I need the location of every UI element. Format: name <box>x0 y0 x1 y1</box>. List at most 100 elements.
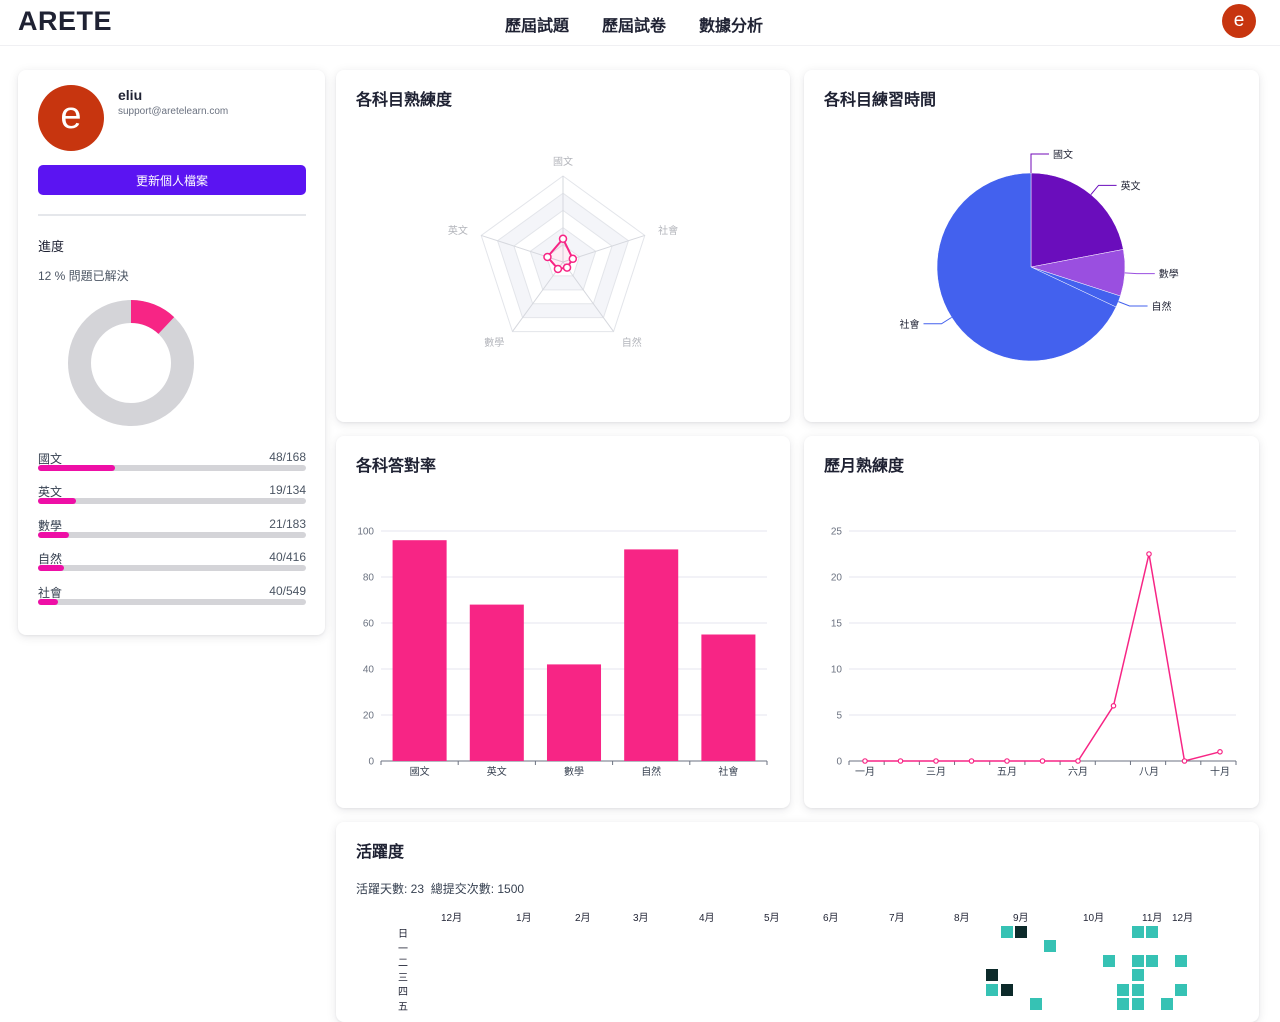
subject-progress-row: 自然 40/416 <box>38 550 306 580</box>
heatmap-cell <box>1161 998 1173 1010</box>
main-nav: 歷屆試題 歷屆試卷 數據分析 <box>505 12 763 36</box>
subject-progress-row: 數學 21/183 <box>38 517 306 547</box>
line-x-tick-label: 八月 <box>1139 766 1159 778</box>
bar-chart[interactable]: 0 20 40 60 80 100 國文 英文 數學 自然 社會 <box>336 436 790 808</box>
top-navbar: ARETE 歷屆試題 歷屆試卷 數據分析 e <box>0 0 1280 46</box>
subject-count: 40/549 <box>269 584 306 598</box>
line-point <box>1075 758 1081 764</box>
progress-title: 進度 <box>38 239 65 254</box>
heatmap-cell <box>1132 998 1144 1010</box>
bar <box>546 664 602 761</box>
radar-point <box>553 264 563 274</box>
heatmap-weekday-label: 三 <box>398 973 408 984</box>
bar-x-tick-label: 自然 <box>641 765 661 778</box>
radar-chart-card: 各科目熟練度 國文 社會 自然 數學 英文 <box>336 70 790 422</box>
line-chart[interactable]: 0 5 10 15 20 25 一月 三月 五月 六月 八月 十月 <box>804 436 1259 808</box>
line-point <box>1039 758 1046 764</box>
heatmap-month-label: 12月 <box>1172 913 1194 924</box>
line-point <box>897 758 904 764</box>
heatmap-cell <box>1146 955 1158 967</box>
heatmap-cell <box>1030 998 1042 1010</box>
subject-count: 19/134 <box>269 483 306 497</box>
app-logo[interactable]: ARETE <box>18 6 113 36</box>
bar-y-tick-label: 40 <box>363 665 375 676</box>
heatmap-cell <box>1132 984 1144 996</box>
update-profile-button[interactable]: 更新個人檔案 <box>38 165 306 195</box>
heatmap-weekday-label: 四 <box>398 987 408 998</box>
bar-x-tick-label: 數學 <box>564 765 584 778</box>
radar-indicator-label: 數學 <box>484 336 504 349</box>
heatmap-cell <box>1103 955 1115 967</box>
line-x-tick-label: 三月 <box>926 766 946 778</box>
donut-solved-arc <box>68 300 194 426</box>
bar-y-tick-label: 20 <box>363 711 375 722</box>
subject-count: 40/416 <box>269 550 306 564</box>
pie-label: 國文 <box>1053 148 1073 161</box>
activity-summary: 活躍天數: 23 總提交次數: 1500 <box>356 880 524 897</box>
nav-data-analysis[interactable]: 數據分析 <box>699 18 764 35</box>
subject-progress-fill <box>38 565 64 571</box>
subject-progress-row: 社會 40/549 <box>38 584 306 614</box>
subject-name: 英文 <box>38 485 63 499</box>
user-avatar-menu[interactable]: e <box>1222 4 1256 38</box>
heatmap-cell <box>1132 969 1144 981</box>
radar-indicator-label: 自然 <box>622 336 642 349</box>
total-submissions-count: 總提交次數: 1500 <box>430 882 525 896</box>
line-point <box>1181 758 1188 764</box>
radar-indicator-label: 社會 <box>658 224 678 237</box>
chart-title: 歷月熟練度 <box>824 458 905 475</box>
line-y-tick-label: 20 <box>831 573 843 584</box>
heatmap-month-label: 5月 <box>764 913 780 924</box>
heatmap-weekday-label: 一 <box>398 944 408 955</box>
pie-label: 英文 <box>1121 179 1141 192</box>
heatmap-month-label: 8月 <box>954 913 970 924</box>
pie-label: 數學 <box>1159 268 1179 281</box>
subject-progress-fill <box>38 498 77 504</box>
heatmap-cell <box>1044 940 1056 952</box>
heatmap-cell <box>1117 984 1129 996</box>
heatmap-cell <box>1001 926 1013 938</box>
pie-label-line <box>923 316 952 325</box>
bar-x-tick-label: 國文 <box>410 765 430 778</box>
heatmap-month-label: 7月 <box>889 913 905 924</box>
subject-name: 自然 <box>38 552 63 566</box>
radar-point <box>543 252 552 262</box>
pie-slice <box>1030 172 1124 268</box>
subject-progress-row: 英文 19/134 <box>38 483 306 513</box>
line-point <box>1217 748 1223 755</box>
subject-progress-row: 國文 48/168 <box>38 450 306 480</box>
subject-progress-track <box>38 498 306 504</box>
heatmap-month-label: 1月 <box>516 913 532 924</box>
heatmap-cell <box>1132 955 1144 967</box>
line-series <box>865 553 1221 762</box>
bar-y-tick-label: 80 <box>363 573 375 584</box>
heatmap-month-label: 4月 <box>699 913 715 924</box>
heatmap-month-label: 9月 <box>1013 913 1029 924</box>
bar <box>469 604 524 761</box>
subject-progress-track <box>38 565 306 571</box>
heatmap-month-label: 6月 <box>823 913 839 924</box>
line-point <box>1004 758 1010 764</box>
line-point <box>862 758 868 764</box>
profile-card: e eliu support@aretelearn.com 更新個人檔案 進度 … <box>18 70 325 635</box>
heatmap-cell <box>986 984 998 996</box>
heatmap-month-label: 12月 <box>441 913 463 924</box>
chart-title: 各科答對率 <box>356 458 437 475</box>
line-point <box>1110 702 1117 709</box>
heatmap-cell <box>986 969 998 981</box>
pie-label-line <box>1090 184 1117 195</box>
nav-past-papers[interactable]: 歷屆試卷 <box>602 18 667 35</box>
nav-past-questions[interactable]: 歷屆試題 <box>505 18 570 35</box>
heatmap-cell <box>1146 926 1158 938</box>
radar-point <box>558 234 568 244</box>
user-email: support@aretelearn.com <box>118 106 229 117</box>
line-point <box>1146 551 1152 557</box>
line-point <box>933 758 939 764</box>
donut-track <box>68 300 194 426</box>
heatmap-weekday-label: 日 <box>398 929 408 940</box>
subject-progress-fill <box>38 599 58 605</box>
bar <box>392 540 447 761</box>
heatmap-month-label: 2月 <box>575 913 591 924</box>
